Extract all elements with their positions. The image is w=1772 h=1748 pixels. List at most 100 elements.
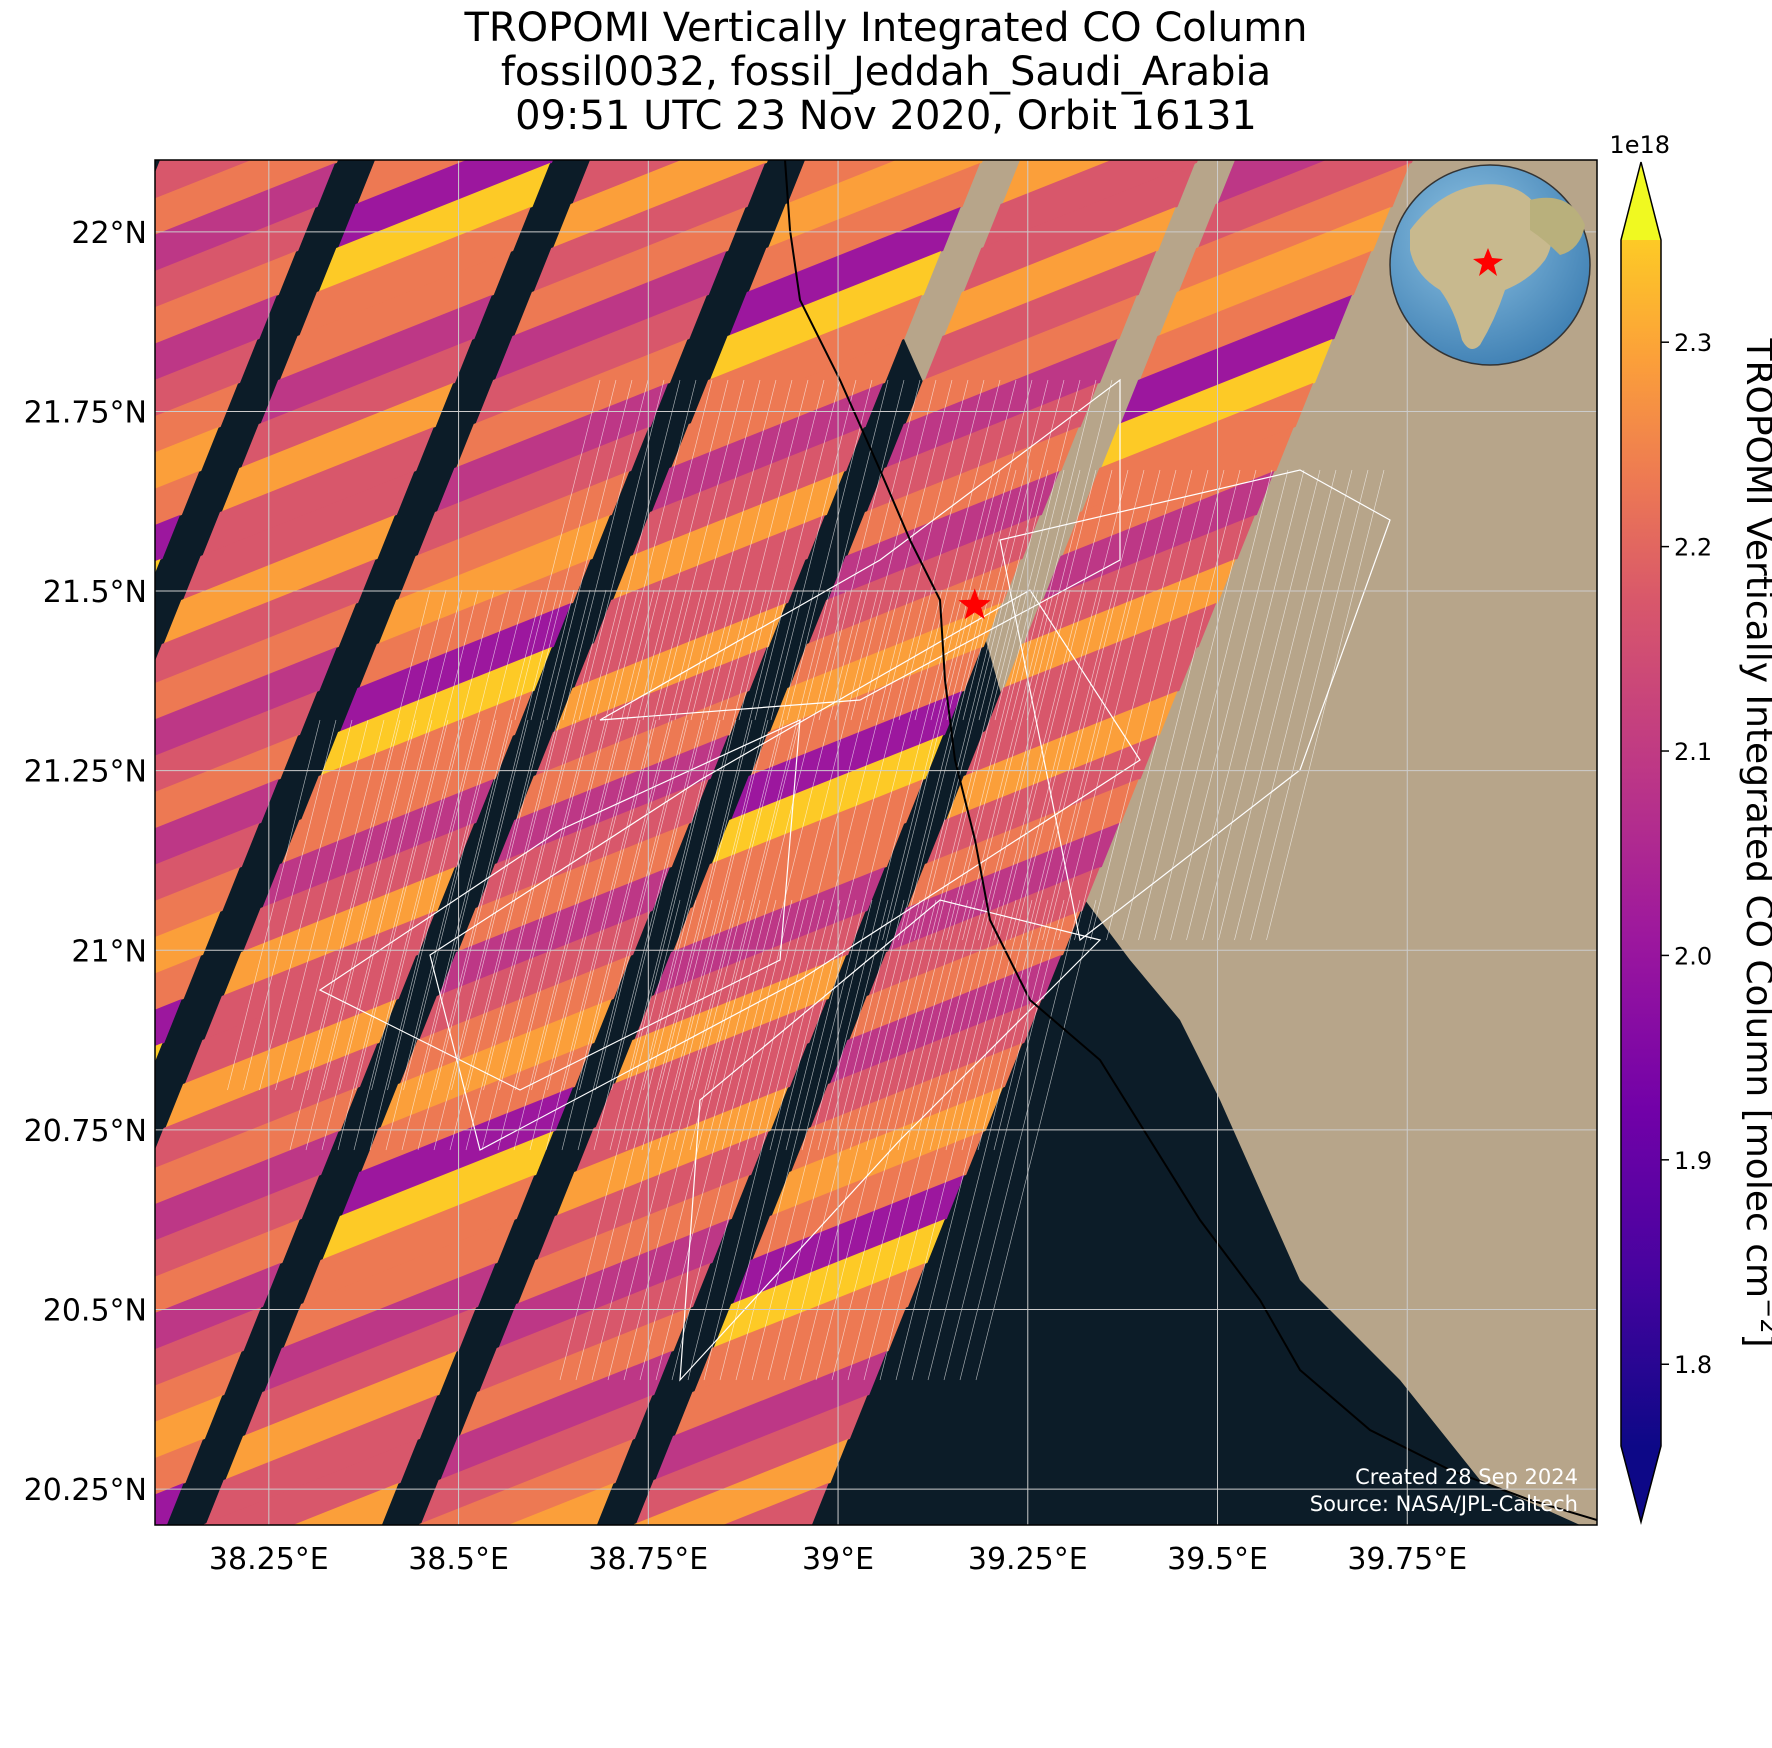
swath-cell — [184, 954, 417, 1084]
mesh-line — [945, 589, 1087, 1151]
swath-cell — [507, 1482, 614, 1525]
credit-created: Created 28 Sep 2024 — [1355, 1465, 1578, 1489]
swath-cell — [397, 470, 630, 600]
mesh-line — [627, 719, 721, 1091]
credit-source: Source: NASA/JPL-Caltech — [1310, 1492, 1578, 1516]
mesh-line — [946, 379, 1033, 721]
mesh-line — [323, 719, 417, 1091]
colorbar-title: TROPOMI Vertically Integrated CO Column … — [1738, 337, 1772, 1347]
swath-cell — [674, 1306, 907, 1436]
swath-cell — [0, 1219, 85, 1348]
mesh-line — [962, 379, 1049, 721]
mesh-line — [339, 719, 433, 1091]
mesh-line — [898, 469, 1017, 941]
mesh-line — [946, 469, 1065, 941]
mesh-line — [259, 719, 353, 1091]
coastline — [784, 160, 1597, 1521]
mesh-line — [641, 589, 783, 1151]
swath-cell — [866, 382, 1099, 512]
swath-cell — [457, 822, 690, 952]
mesh-line — [559, 899, 681, 1381]
mesh-line — [1010, 469, 1129, 941]
swath-cell — [0, 1131, 124, 1260]
swath-cell — [1120, 294, 1352, 424]
mesh-line — [719, 899, 841, 1381]
swath-cell — [241, 338, 473, 468]
swath-cell — [456, 338, 688, 468]
mesh-line — [799, 899, 921, 1381]
swath-cell — [155, 954, 202, 1011]
mesh-line — [626, 379, 713, 721]
mesh-line — [753, 589, 895, 1151]
mesh-line — [353, 589, 495, 1151]
swath-cell — [694, 1262, 926, 1392]
swath-cell — [0, 1615, 126, 1744]
mesh-line — [419, 719, 513, 1091]
swath-cell — [1081, 382, 1314, 512]
swath-cell — [378, 514, 611, 644]
swath-cell — [808, 514, 1041, 644]
swath-cell — [155, 602, 357, 721]
colorbar-tick-label: 2.2 — [1674, 534, 1712, 562]
graticule — [155, 160, 1597, 1525]
colorbar-tick-label: 1.9 — [1674, 1147, 1712, 1175]
mesh-line — [655, 899, 777, 1381]
mesh-line — [721, 589, 863, 1151]
mesh-line — [1266, 469, 1385, 941]
mesh-line — [547, 719, 641, 1091]
lat-tick-label: 21.5°N — [43, 575, 147, 610]
mesh-line — [897, 589, 1039, 1151]
mesh-line — [675, 719, 769, 1091]
mesh-line — [1234, 469, 1353, 941]
mesh-line — [975, 899, 1097, 1381]
mesh-line — [1058, 469, 1177, 941]
swath-cell — [279, 250, 512, 380]
mesh-line — [722, 379, 809, 721]
swath-cell — [614, 954, 847, 1084]
mesh-line — [754, 379, 841, 721]
mesh-line — [467, 719, 561, 1091]
mesh-line — [850, 379, 937, 721]
swath-cell — [155, 1130, 339, 1242]
mesh-line — [607, 899, 729, 1381]
swath-cell — [155, 382, 239, 454]
swath-cell — [0, 867, 25, 996]
title-line-3: 09:51 UTC 23 Nov 2020, Orbit 16131 — [515, 93, 1257, 139]
swath-cell — [636, 1394, 868, 1524]
mesh-line — [770, 379, 857, 721]
mesh-line — [818, 379, 905, 721]
mesh-line — [687, 899, 809, 1381]
mesh-line — [291, 719, 385, 1091]
mesh-line — [994, 379, 1081, 721]
swath-cell — [155, 426, 219, 490]
swath-cell — [155, 1394, 223, 1459]
swath-cell — [341, 1086, 574, 1216]
swath-cell — [339, 602, 572, 732]
swath-cell — [729, 206, 961, 336]
mesh-line — [513, 589, 655, 1151]
swath-cell — [539, 1615, 771, 1744]
mesh-line — [289, 589, 431, 1151]
colorbar: 1.8 1.9 2.0 2.1 2.2 2.3 1e18 TROPOMI Vertical… — [1609, 131, 1772, 1525]
colorbar-exponent: 1e18 — [1609, 131, 1670, 159]
swath-cell — [221, 382, 454, 512]
swath-cell — [418, 1438, 634, 1525]
swath-cell — [593, 514, 826, 644]
swath-cell — [440, 1350, 672, 1480]
swath-cell — [301, 690, 533, 820]
mesh-line — [1106, 469, 1225, 941]
mesh-line — [834, 379, 921, 721]
mesh-outline — [429, 589, 1141, 1151]
swath-cell — [1023, 514, 1256, 644]
mesh-line — [403, 719, 497, 1091]
swath-cell — [556, 1086, 789, 1216]
mesh-line — [882, 379, 969, 721]
swath-cell — [155, 1042, 163, 1062]
lon-tick-label: 38.25°E — [209, 1542, 329, 1577]
mesh-line — [562, 379, 649, 721]
swath-cell — [713, 1218, 946, 1348]
swath-cell — [0, 1527, 164, 1656]
mesh-line — [1090, 469, 1209, 941]
lat-tick-label: 20.5°N — [43, 1293, 147, 1328]
